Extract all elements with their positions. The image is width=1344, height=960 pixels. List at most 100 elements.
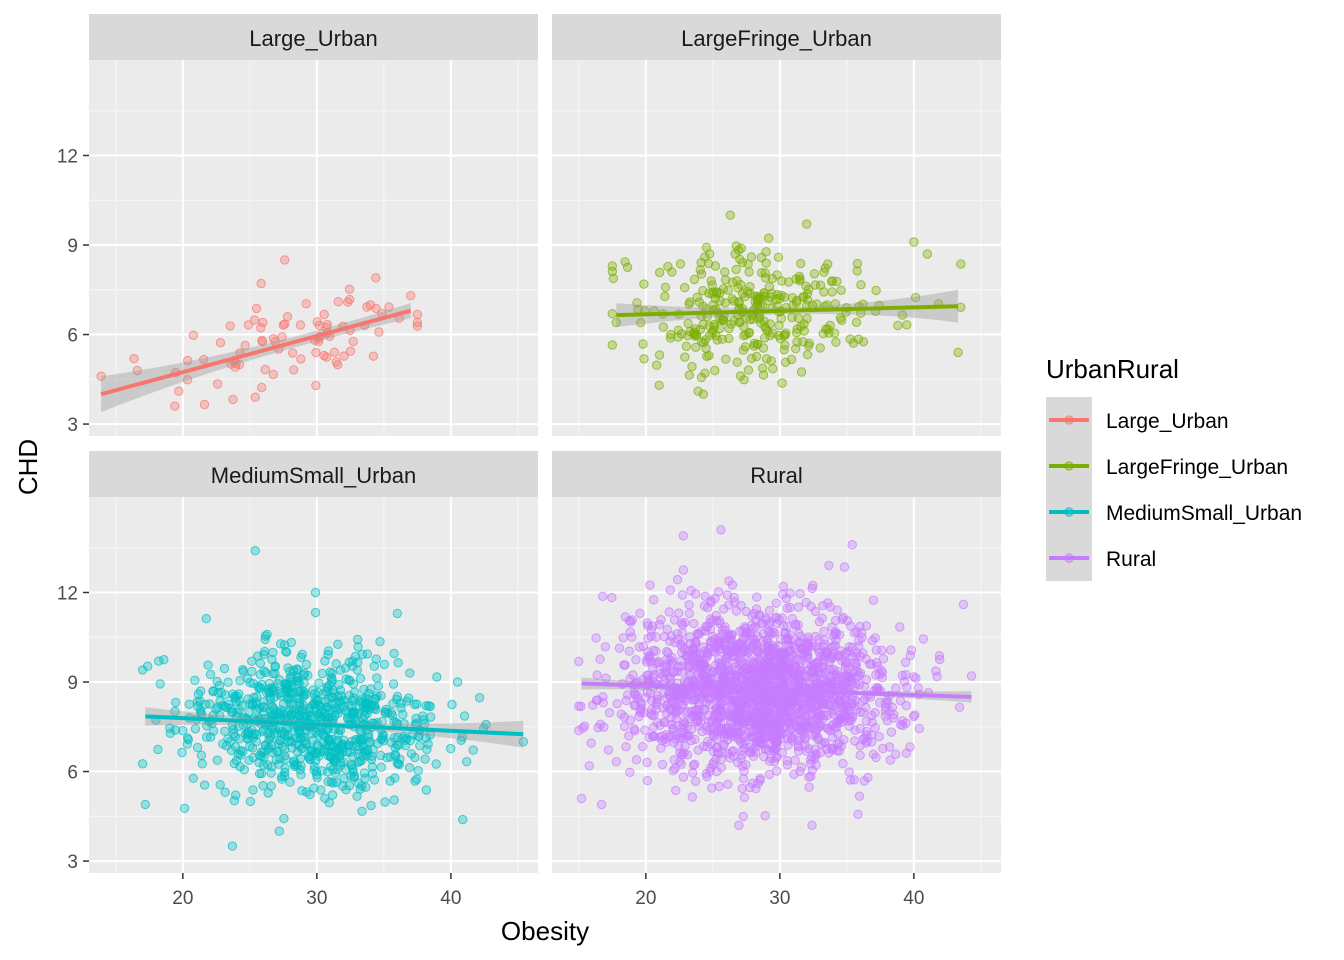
scatter-point xyxy=(818,600,828,611)
scatter-point xyxy=(698,659,708,669)
scatter-point xyxy=(734,820,744,830)
scatter-point xyxy=(700,368,710,378)
scatter-point xyxy=(789,769,799,779)
scatter-point xyxy=(738,322,749,332)
scatter-point xyxy=(703,258,714,269)
scatter-point xyxy=(300,736,311,746)
scatter-point xyxy=(331,659,341,669)
scatter-point xyxy=(379,659,390,670)
scatter-point xyxy=(773,252,784,262)
scatter-point xyxy=(764,723,775,733)
trend-line xyxy=(616,304,959,318)
scatter-point xyxy=(679,688,690,699)
scatter-point xyxy=(311,380,321,391)
scatter-point xyxy=(268,369,278,380)
scatter-point xyxy=(268,669,278,679)
scatter-point xyxy=(807,583,817,594)
facet-strip-label: Large_Urban xyxy=(249,26,377,51)
scatter-point xyxy=(661,708,672,719)
scatter-point xyxy=(723,779,733,789)
scatter-point xyxy=(253,681,263,692)
scatter-point xyxy=(229,796,240,806)
legend-label: Large_Urban xyxy=(1106,410,1229,433)
scatter-point xyxy=(324,798,334,808)
scatter-point xyxy=(735,705,745,715)
scatter-point xyxy=(611,317,621,328)
scatter-point xyxy=(724,576,734,586)
scatter-point xyxy=(170,706,180,717)
scatter-point xyxy=(213,379,223,389)
legend-item: LargeFringe_Urban xyxy=(1046,443,1288,489)
scatter-point xyxy=(356,697,367,708)
scatter-point xyxy=(859,681,870,691)
scatter-point xyxy=(310,587,321,598)
scatter-point xyxy=(638,741,648,752)
scatter-point xyxy=(645,580,655,590)
scatter-point xyxy=(690,637,700,647)
scatter-point xyxy=(431,759,441,769)
scatter-point xyxy=(922,249,932,259)
scatter-point xyxy=(388,698,398,709)
scatter-point xyxy=(731,264,741,275)
scatter-point xyxy=(371,273,381,283)
scatter-point xyxy=(739,643,750,653)
scatter-point xyxy=(700,335,711,345)
scatter-point xyxy=(340,663,351,673)
scatter-point xyxy=(212,676,222,687)
scatter-point xyxy=(620,257,630,267)
scatter-point xyxy=(404,763,415,773)
scatter-point xyxy=(353,634,363,645)
scatter-point xyxy=(702,741,712,752)
scatter-point xyxy=(676,618,687,628)
scatter-point xyxy=(612,699,622,709)
scatter-point xyxy=(886,727,897,737)
scatter-point xyxy=(685,670,696,681)
x-tick-label: 20 xyxy=(635,888,656,909)
scatter-point xyxy=(868,749,879,759)
scatter-point xyxy=(452,677,463,687)
confidence-band xyxy=(145,707,524,748)
scatter-point xyxy=(710,365,720,376)
scatter-point xyxy=(271,754,281,765)
scatter-point xyxy=(518,737,528,747)
scatter-point xyxy=(311,755,321,766)
scatter-point xyxy=(422,744,432,755)
scatter-point xyxy=(312,748,322,759)
scatter-point xyxy=(642,775,653,786)
scatter-point xyxy=(388,679,399,689)
scatter-point xyxy=(783,716,794,726)
scatter-point xyxy=(855,750,865,760)
scatter-point xyxy=(276,691,287,701)
y-tick-label: 6 xyxy=(67,763,78,784)
scatter-point xyxy=(871,285,881,296)
scatter-point xyxy=(607,340,617,350)
scatter-point xyxy=(683,318,693,329)
scatter-point xyxy=(635,608,645,618)
scatter-point xyxy=(720,267,730,277)
scatter-point xyxy=(764,665,775,675)
scatter-point xyxy=(737,783,747,794)
scatter-point xyxy=(678,565,689,575)
scatter-point xyxy=(786,650,796,660)
scatter-point xyxy=(918,634,929,644)
scatter-point xyxy=(837,315,847,325)
scatter-point xyxy=(432,672,442,682)
scatter-point xyxy=(817,613,827,623)
scatter-point xyxy=(651,705,661,715)
scatter-point xyxy=(674,608,684,618)
scatter-point xyxy=(898,720,908,731)
scatter-point xyxy=(844,646,854,656)
scatter-point xyxy=(801,641,812,651)
scatter-point xyxy=(287,348,298,358)
scatter-point xyxy=(357,649,368,660)
scatter-point xyxy=(734,297,744,307)
scatter-point xyxy=(418,711,428,721)
scatter-point xyxy=(231,790,241,800)
scatter-point xyxy=(795,274,805,284)
scatter-point xyxy=(319,350,329,361)
facet-panel-mediumsmall-urban: MediumSmall_Urban xyxy=(89,451,538,873)
scatter-point xyxy=(474,693,485,703)
scatter-point xyxy=(177,747,187,758)
scatter-point xyxy=(350,687,360,697)
scatter-point xyxy=(856,280,866,290)
